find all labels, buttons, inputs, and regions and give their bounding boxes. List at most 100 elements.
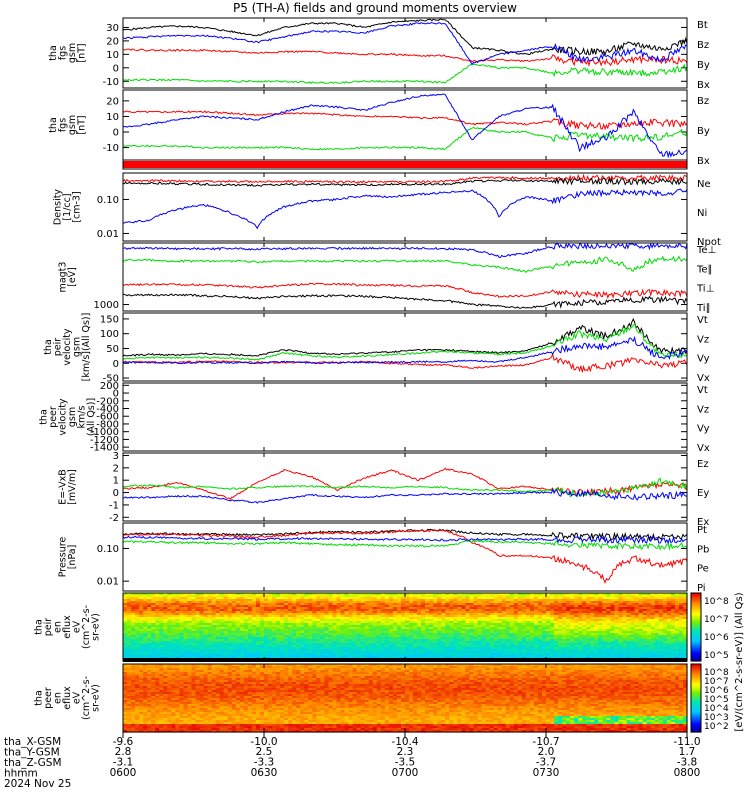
x-tick-label: -9.6 <box>113 736 134 748</box>
series-line-Bt <box>122 18 688 57</box>
y-axis-label: E=-VxB <box>57 469 68 504</box>
colorbar-tick: 10^3 <box>704 713 729 723</box>
y-tick-label: -1400 <box>90 443 119 454</box>
series-line-Ti∥ <box>122 255 688 274</box>
y-axis-label: velocity <box>57 398 68 436</box>
y-tick-label: 0.01 <box>97 577 119 588</box>
y-axis-label: fgs <box>57 118 68 132</box>
panel-tha_pressure: Pressure[nPa] <box>57 522 688 592</box>
y-tick-label: 0 <box>113 359 119 370</box>
y-tick-label: -10 <box>103 143 119 154</box>
colorbar: 10^8 10^7 10^6 10^5 <box>690 592 729 662</box>
legend-entry: Vx <box>697 373 710 384</box>
x-row-value: -3.5 <box>395 757 416 769</box>
x-row-value: 1.7 <box>679 746 696 758</box>
panel-frame <box>122 312 688 382</box>
y-tick-label: -1000 <box>90 427 119 438</box>
x-row-value: 2.3 <box>397 746 414 758</box>
x-row-value: 2.8 <box>115 746 132 758</box>
legend-entry: Pb <box>697 544 709 555</box>
colorbar-tick: 10^5 <box>704 695 729 705</box>
legend-entry: Vz <box>697 334 709 345</box>
y-tick-label: -400 <box>96 404 119 415</box>
legend-entry: Vz <box>697 404 709 415</box>
y-tick-label: -800 <box>96 419 119 430</box>
legend-entry: Vt <box>697 315 708 326</box>
colorbar-tick: 10^8 <box>704 668 729 678</box>
y-tick-label: -1 <box>109 500 119 511</box>
y-axis-label: eflux <box>62 686 73 710</box>
series-line-Bx <box>122 22 688 66</box>
x-row-value: 2.0 <box>538 746 555 758</box>
series-line-Bz <box>122 110 688 131</box>
legend-entry: Bz <box>697 40 709 51</box>
legend-entry: Bx <box>697 80 710 91</box>
y-tick-label: 0 <box>113 389 119 400</box>
legend-entry: Ti⊥ <box>696 284 714 295</box>
y-axis-label: eV <box>72 691 83 704</box>
y-tick-label: 20 <box>106 96 119 107</box>
x-row-value: 2.5 <box>256 746 273 758</box>
y-axis-label: tha <box>43 339 54 355</box>
y-axis-label: km/s <box>76 405 87 428</box>
y-axis-label: fgs <box>57 46 68 60</box>
y-axis-label: tha <box>48 117 59 133</box>
y-axis-label: eflux <box>62 615 73 639</box>
legend-entry: Ex <box>697 517 709 528</box>
legend-entry: By <box>697 126 710 137</box>
y-axis-label: [nPa] <box>67 545 78 570</box>
series-line-Pi <box>122 535 688 545</box>
y-tick-label: 0.01 <box>97 229 119 240</box>
y-axis-label: [nT] <box>76 115 87 134</box>
series-line-Ne <box>122 173 688 184</box>
panel-tha_efs_dot0_gsm: E=-VxB[mV/m] <box>57 452 688 522</box>
series-line-Npot <box>122 188 688 230</box>
y-tick-label: 20 <box>106 36 119 47</box>
x-row-value: -3.1 <box>113 757 134 769</box>
colorbar: 10^810^710^610^510^410^310^2 <box>690 663 729 733</box>
colorbar-label: [eV/(cm^2-s-sr-eV)] (All Qs) <box>734 592 745 731</box>
x-tick-label: -11.0 <box>673 736 700 748</box>
legend-entry: Ne <box>697 179 711 190</box>
y-axis-label: [1/cc] <box>62 193 73 220</box>
y-axis-label: tha <box>34 690 45 706</box>
y-tick-label: 150 <box>100 314 119 325</box>
y-axis-label: eV <box>72 620 83 633</box>
legend-entry: Npot <box>697 237 721 248</box>
y-tick-label: -200 <box>96 396 119 407</box>
y-tick-label: 1000 <box>94 300 119 311</box>
y-axis-label: magt3 <box>57 262 68 293</box>
colorbar-tick: 10^4 <box>704 704 729 714</box>
y-axis-label: gsm <box>67 115 78 135</box>
series-line-Bx <box>122 93 688 159</box>
y-axis-label: peir <box>43 618 54 637</box>
series-line-Ti⊥ <box>122 282 688 299</box>
x-tick-label: -10.4 <box>391 736 418 748</box>
x-row-value: 0600 <box>110 767 137 779</box>
series-line-By <box>122 63 688 85</box>
panel-tha_peir_magt3: magt3[eV] <box>57 242 688 312</box>
y-tick-label: -2 <box>109 513 119 524</box>
y-axis-label: gsm <box>67 407 78 427</box>
series-line-Pb <box>123 529 688 584</box>
x-row-label: tha_Z-GSM <box>4 757 62 769</box>
y-tick-label: 0.10 <box>97 544 119 555</box>
y-tick-label: 100 <box>100 329 119 340</box>
series-line-Vt <box>122 317 688 357</box>
legend-entry: Pe <box>697 564 709 575</box>
colorbar-tick: 10^5 <box>704 651 729 661</box>
series-line-Vy <box>122 323 688 361</box>
colorbar-tick: 10^7 <box>704 677 729 687</box>
series-line-Te⊥ <box>122 242 688 259</box>
legend-entry: Vy <box>697 354 710 365</box>
y-axis-label: (cm^2-s- <box>81 676 92 720</box>
series-line-Te∥ <box>122 293 688 309</box>
series-line-Ez <box>122 467 688 500</box>
y-axis-label: [eV] <box>67 267 78 287</box>
